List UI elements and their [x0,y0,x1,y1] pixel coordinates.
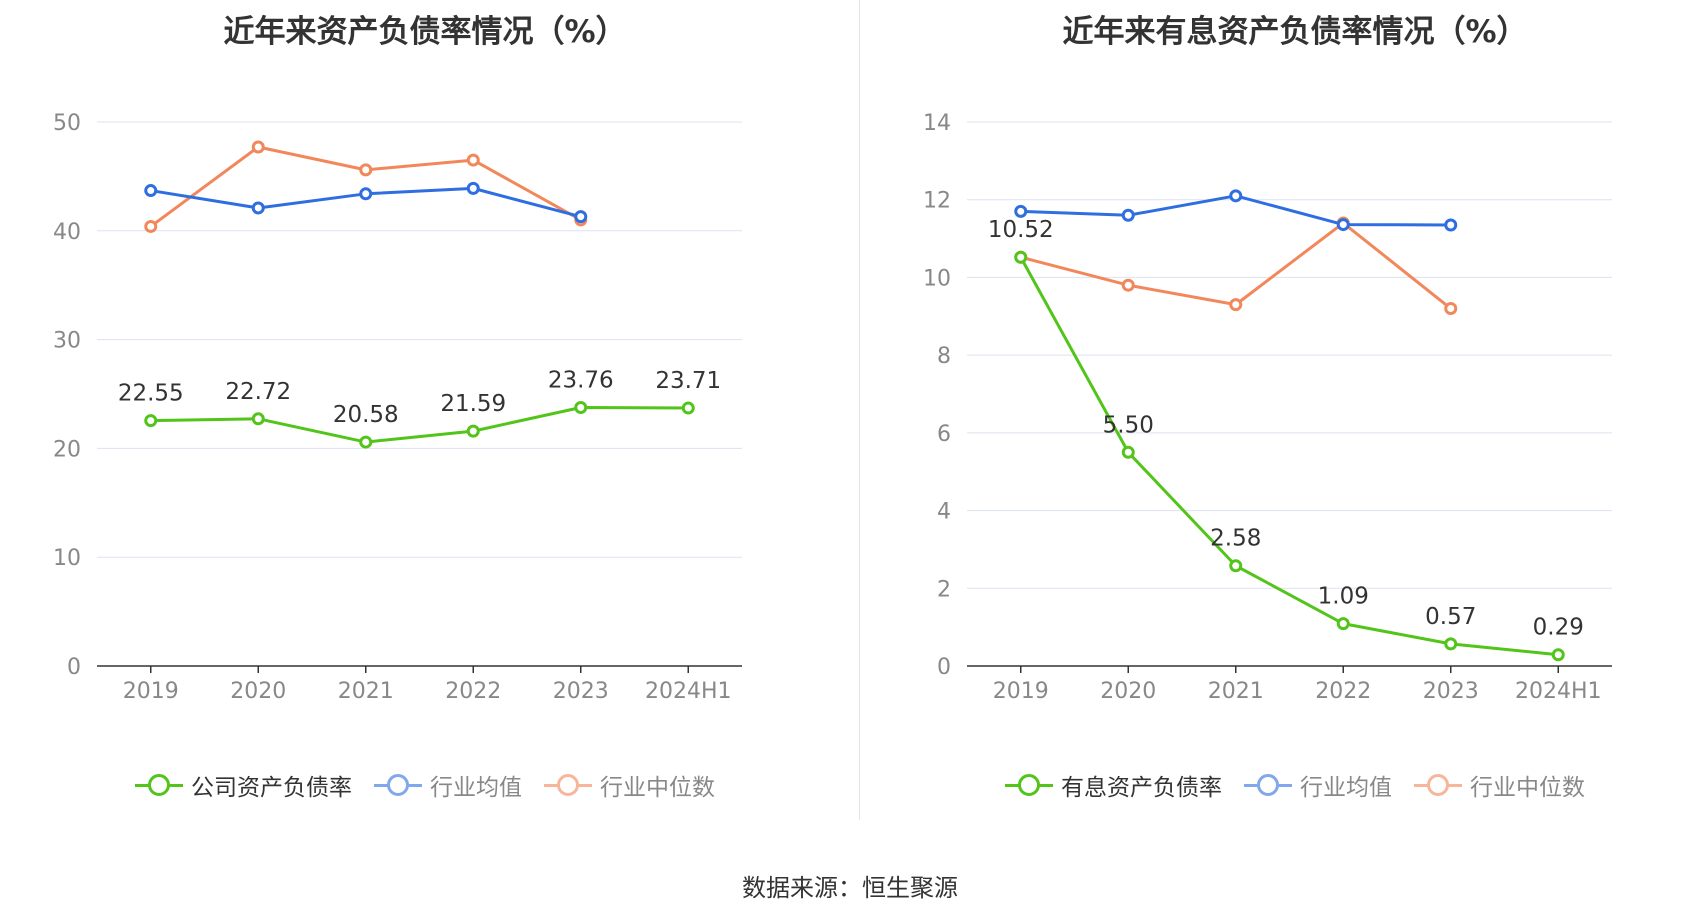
y-tick-label: 6 [937,422,951,447]
y-tick-label: 50 [53,111,81,136]
data-label: 23.76 [548,367,614,393]
legend-label: 公司资产负债率 [191,775,352,801]
right-chart-panel: 近年来有息资产负债率情况（%） 0 2 4 6 8 10 12 14 2019 2020 2021 2… [870,0,1700,820]
legend-item-industry-median[interactable]: 行业中位数 [1414,768,1585,802]
x-tick-label: 2022 [1315,679,1371,704]
legend-item-industry-average[interactable]: 行业均值 [374,768,522,802]
series-line [150,405,689,444]
data-point [144,219,158,233]
data-label: 20.58 [333,402,399,428]
y-tick-label: 30 [53,329,81,354]
panel-divider [859,0,860,820]
data-point [359,163,373,177]
data-point [1229,298,1243,312]
chart-title: 近年来资产负债率情况（%） [223,14,627,50]
chart-legend: 有息资产负债率 行业均值 行业中位数 [870,768,1700,802]
data-point [1014,250,1028,264]
left-chart-panel: 近年来资产负债率情况（%） 0 10 20 30 40 50 2019 2020 2021 202… [0,0,850,820]
data-label: 23.71 [655,368,721,394]
x-tick-label: 2019 [123,679,179,704]
y-tick-label: 8 [937,344,951,369]
legend-item-industry-median[interactable]: 行业中位数 [544,768,715,802]
series-line [1020,221,1452,310]
legend-label: 行业中位数 [1470,775,1585,801]
data-point [1121,208,1135,222]
chart-title: 近年来有息资产负债率情况（%） [1062,14,1528,50]
y-tick-label: 20 [53,437,81,462]
data-point [1444,302,1458,316]
legend-item-industry-average[interactable]: 行业均值 [1244,768,1392,802]
x-tick-label: 2021 [1208,679,1264,704]
x-tick-label: 2023 [1423,679,1479,704]
data-point [1121,278,1135,292]
data-point [574,400,588,414]
x-tick-label: 2023 [553,679,609,704]
data-label: 22.72 [225,379,291,405]
data-point [1014,204,1028,218]
data-point [359,435,373,449]
data-point [1336,218,1350,232]
legend-item-company[interactable]: 公司资产负债率 [135,768,352,802]
data-label: 0.57 [1425,604,1476,630]
series-line [149,145,582,228]
y-tick-label: 40 [53,220,81,245]
legend-item-interest-bearing[interactable]: 有息资产负债率 [1005,768,1222,802]
data-label: 21.59 [440,391,506,417]
x-tick-label: 2020 [1100,679,1156,704]
legend-line-icon [1414,773,1462,797]
data-label: 22.55 [118,381,184,407]
x-tick-label: 2022 [445,679,501,704]
legend-line-icon [544,773,592,797]
legend-label: 有息资产负债率 [1061,775,1222,801]
data-point [574,210,588,224]
x-tick-label: 2019 [993,679,1049,704]
legend-line-icon [1244,773,1292,797]
data-label: 1.09 [1318,584,1369,610]
data-point [1229,559,1243,573]
data-point [1444,637,1458,651]
data-point [144,414,158,428]
data-point [1336,617,1350,631]
left-line-chart: 0 10 20 30 40 50 2019 2020 2021 2022 2023 2024H1 22.… [53,111,742,704]
x-tick-label: 2020 [230,679,286,704]
data-point [681,401,695,415]
data-point [466,153,480,167]
data-point [251,412,265,426]
series-line [1019,256,1559,657]
y-tick-label: 10 [923,266,951,291]
y-tick-label: 12 [923,189,951,214]
data-label: 5.50 [1103,412,1154,438]
data-point [144,184,158,198]
data-label: 10.52 [988,217,1054,243]
data-point [466,181,480,195]
data-point [251,140,265,154]
y-tick-label: 2 [937,577,951,602]
y-tick-label: 14 [923,111,951,136]
right-line-chart: 0 2 4 6 8 10 12 14 2019 2020 2021 2022 2023 2024H1 10.… [923,111,1612,704]
data-point [359,187,373,201]
y-tick-label: 10 [53,546,81,571]
legend-label: 行业中位数 [600,775,715,801]
x-tick-label: 2024H1 [1515,679,1602,704]
data-point [1121,445,1135,459]
data-point [466,424,480,438]
y-tick-label: 0 [67,655,81,680]
data-source-note: 数据来源：恒生聚源 [742,874,958,902]
x-tick-label: 2024H1 [645,679,732,704]
legend-label: 行业均值 [1300,775,1392,801]
legend-line-icon [374,773,422,797]
data-label: 0.29 [1533,615,1584,641]
legend-label: 行业均值 [430,775,522,801]
x-tick-label: 2021 [338,679,394,704]
data-point [251,201,265,215]
data-label: 2.58 [1210,526,1261,552]
y-tick-label: 4 [937,500,951,525]
data-point [1444,218,1458,232]
data-point [1229,189,1243,203]
legend-line-icon [135,773,183,797]
y-tick-label: 0 [937,655,951,680]
legend-line-icon [1005,773,1053,797]
data-point [1551,648,1565,662]
chart-legend: 公司资产负债率 行业均值 行业中位数 [0,768,850,802]
